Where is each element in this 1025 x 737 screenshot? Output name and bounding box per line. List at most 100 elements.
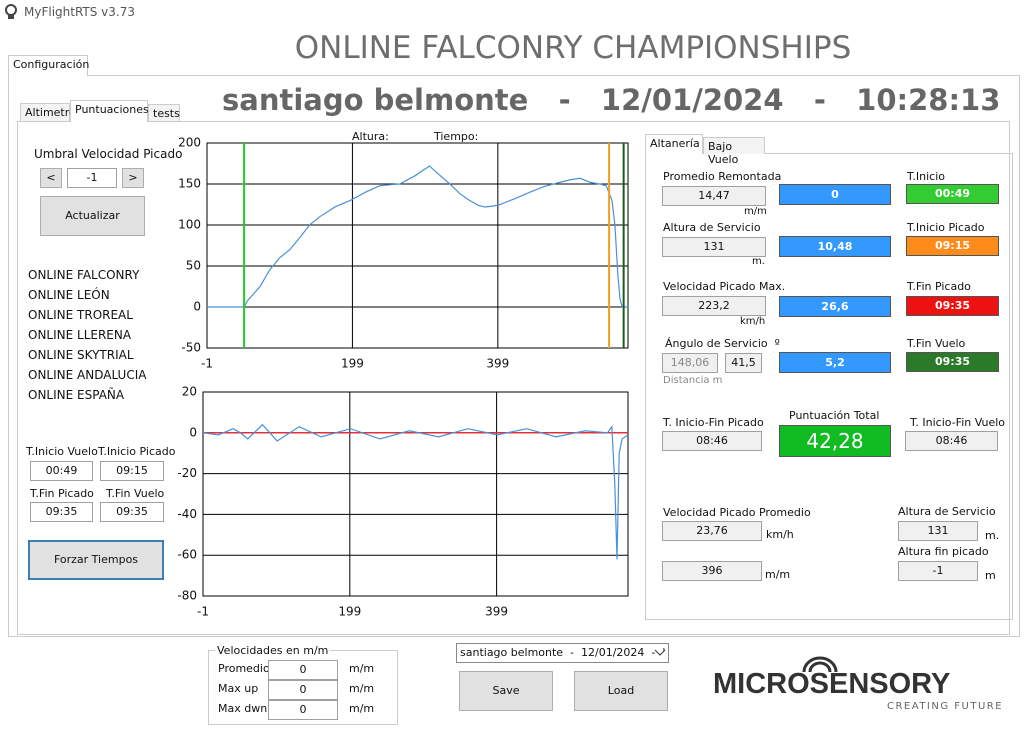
stat-label: T.Fin Vuelo (907, 337, 966, 350)
time-box: 09:35 (906, 352, 999, 372)
y-tick-label: 200 (178, 136, 201, 150)
y-tick-label: 100 (178, 218, 201, 232)
championship: ONLINE ANDALUCIA (28, 368, 147, 382)
stat-label: Altura fin picado (898, 545, 989, 558)
force-times-button[interactable]: Forzar Tiempos (28, 540, 164, 580)
championship: ONLINE LEÓN (28, 288, 110, 302)
x-tick-label: 399 (485, 605, 508, 619)
unit: m (985, 569, 996, 582)
app-icon (5, 4, 17, 19)
unit: m. (985, 529, 1000, 542)
y-tick-label: -80 (177, 589, 197, 603)
score-box: 10,48 (779, 236, 891, 257)
speed-unit: m/m (349, 662, 375, 675)
x-tick-label: 199 (338, 605, 361, 619)
stat-field: 131 (662, 237, 766, 257)
time-label: T.Inicio Vuelo (26, 445, 98, 458)
stat-label: Promedio Remontada (663, 170, 782, 183)
x-tick-label: 199 (341, 357, 364, 371)
y-tick-label: -50 (181, 341, 201, 355)
unit: km/h (766, 528, 794, 541)
time-field: 00:49 (30, 461, 93, 481)
y-tick-label: -60 (177, 548, 197, 562)
championship: ONLINE ESPAÑA (28, 388, 125, 402)
decrement-button[interactable]: < (40, 168, 62, 188)
load-button[interactable]: Load (574, 671, 668, 711)
time-field: 09:35 (100, 502, 164, 522)
stat-field: -1 (898, 561, 978, 581)
logo-name: MICROSENSORY (713, 668, 951, 700)
main-tab[interactable]: Configuración (8, 55, 89, 76)
increment-button[interactable]: > (122, 168, 144, 188)
save-button[interactable]: Save (459, 671, 553, 711)
speed-unit: m/m (349, 682, 375, 695)
total-score: 42,28 (779, 425, 891, 457)
stat-field: 41,5 (725, 353, 762, 373)
y-tick-label: 50 (186, 259, 201, 273)
threshold-label: Umbral Velocidad Picado (34, 147, 183, 161)
speed-label: Promedio (218, 662, 270, 675)
unit: km/h (740, 316, 766, 327)
plot-area (206, 142, 629, 349)
tab[interactable]: Altimetro (20, 103, 76, 121)
unit: m. (752, 256, 765, 267)
stat-field: 23,76 (662, 521, 762, 541)
y-tick-label: 0 (189, 425, 197, 439)
stats-panel (645, 153, 1013, 620)
unit: m/m (765, 568, 791, 581)
y-tick-label: 150 (178, 177, 201, 191)
window-title: MyFlightRTS v3.73 (24, 5, 135, 19)
altura-label: Altura: (352, 130, 389, 143)
variation-chart: -80 -60 -40 -20 0 20 -1 199 399 (177, 385, 629, 619)
y-tick-label: 0 (193, 300, 201, 314)
score-panel (17, 121, 1010, 635)
tab[interactable]: tests (148, 104, 180, 121)
unit: m/m (744, 206, 767, 217)
speed-field[interactable]: 0 (268, 660, 338, 680)
x-tick-label: 399 (486, 357, 509, 371)
tab[interactable]: Puntuaciones (70, 100, 149, 122)
score-box: 5,2 (779, 352, 891, 373)
stat-label: T.Fin Picado (907, 280, 971, 293)
stat-label: Velocidad Picado Max. (663, 280, 786, 293)
time-box: 00:49 (906, 184, 999, 204)
tiempo-label: Tiempo: (434, 130, 479, 143)
score-box: 26,6 (779, 296, 891, 317)
championship: ONLINE FALCONRY (28, 268, 140, 282)
x-tick-label: -1 (197, 605, 209, 619)
time-label: T.Fin Vuelo (106, 487, 165, 500)
stat-field: 396 (662, 561, 762, 581)
speed-label: Max dwn (218, 702, 268, 715)
stat-label: Altura de Servicio (898, 505, 996, 518)
tab[interactable]: Bajo Vuelo (703, 137, 765, 166)
update-button[interactable]: Actualizar (40, 196, 145, 236)
championship: ONLINE LLERENA (28, 328, 132, 342)
time-field: 09:15 (100, 461, 164, 481)
header-subtitle: santiago belmonte - 12/01/2024 - 10:28:1… (222, 83, 1001, 117)
stat-label: T. Inicio-Fin Vuelo (910, 416, 1006, 429)
logo-waves (802, 656, 838, 673)
stat-field: 08:46 (662, 431, 762, 451)
time-box: 09:35 (906, 296, 999, 316)
stat-field: 148,06 (662, 353, 718, 373)
championship: ONLINE SKYTRIAL (28, 348, 134, 362)
stat-field: 131 (898, 521, 978, 541)
note: Distancia m (663, 375, 723, 386)
speed-field[interactable]: 0 (268, 700, 338, 720)
stat-label: T.Inicio (907, 170, 946, 183)
speed-field[interactable]: 0 (268, 680, 338, 700)
altitude-chart: -50 0 50 100 150 200 -1 199 399 (178, 136, 629, 371)
data-line (207, 165, 628, 308)
tab[interactable]: Altanería (645, 134, 703, 154)
threshold-field[interactable]: -1 (67, 168, 117, 188)
stat-field: 08:46 (905, 431, 998, 451)
championship: ONLINE TROREAL (28, 308, 133, 322)
y-tick-label: -40 (177, 507, 197, 521)
stat-field: 223,2 (662, 296, 766, 316)
speeds-legend: Velocidades en m/m (215, 644, 331, 657)
session-dropdown[interactable]: santiago belmonte - 12/01/2024 - ' (456, 643, 669, 663)
stat-label: Ángulo de Servicio º (665, 337, 780, 350)
speed-label: Max up (218, 682, 259, 695)
time-label: T.Inicio Picado (98, 445, 176, 458)
